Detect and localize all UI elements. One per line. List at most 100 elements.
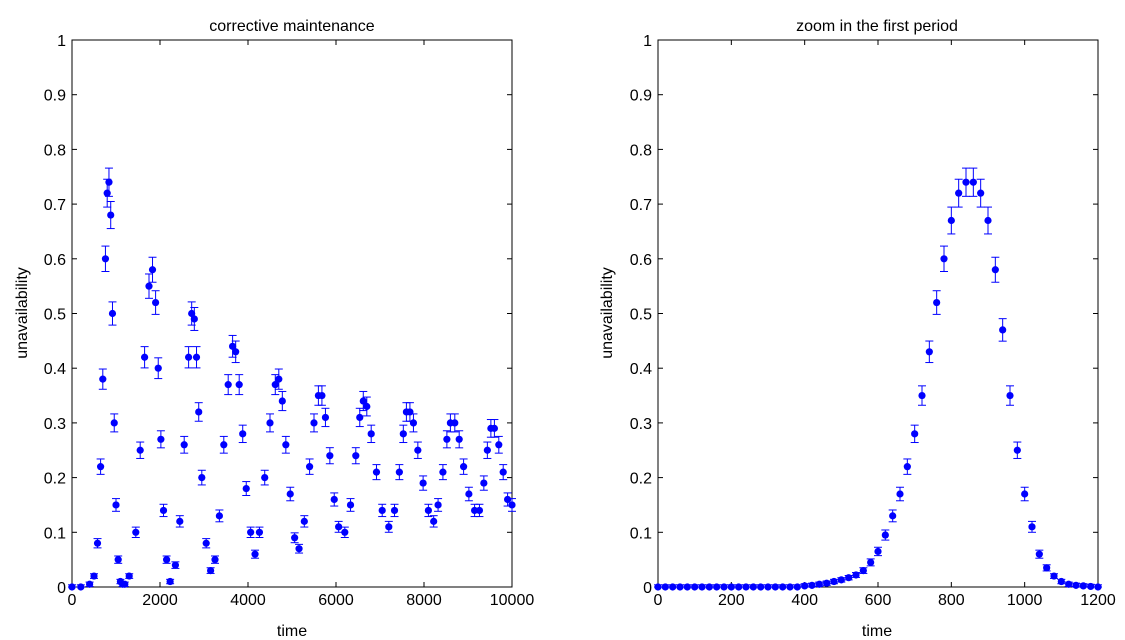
left-plot-xlabel: time: [277, 623, 307, 640]
left-plot-data-point: [359, 397, 367, 405]
left-plot-xtick-label: 6000: [318, 592, 354, 609]
left-plot-ytick-label: 0.4: [44, 361, 66, 378]
right-plot-data-point: [984, 216, 992, 225]
left-plot-data-point: [159, 506, 168, 515]
left-plot-ytick-label: 1: [57, 33, 66, 50]
left-plot-ytick-label: 0.8: [44, 142, 66, 159]
right-plot-ytick-label: 0.7: [630, 197, 652, 214]
left-plot-data-point: [163, 556, 171, 564]
left-plot-data-point: [192, 353, 201, 361]
left-plot-xtick-label: 4000: [230, 592, 266, 609]
left-plot-data-point: [300, 517, 308, 525]
left-plot-data-point: [247, 528, 255, 536]
left-plot-data-point: [372, 468, 381, 476]
left-plot-ylabel: unavailability: [14, 267, 31, 359]
left-plot-ytick-label: 0.7: [44, 197, 66, 214]
right-plot-xtick-label: 0: [654, 592, 663, 609]
left-plot-data-point: [103, 189, 111, 197]
left-plot-ytick-label: 0.9: [44, 88, 66, 105]
right-plot-data-point: [713, 583, 721, 591]
left-plot-data-point: [439, 468, 447, 476]
right-plot-xtick-label: 800: [938, 592, 965, 609]
left-plot-data-point: [215, 512, 223, 520]
left-plot-data-point: [198, 474, 206, 482]
left-plot-data-point: [451, 419, 459, 427]
right-plot-data-point: [867, 558, 875, 566]
right-plot-data-point: [705, 583, 713, 591]
right-plot-data-point: [1021, 490, 1029, 498]
left-plot-data-point: [508, 501, 516, 509]
left-plot-xtick-label: 10000: [490, 592, 535, 609]
right-plot-data-point: [779, 583, 787, 591]
left-plot-data-point: [499, 468, 507, 476]
right-plot-data-point: [911, 430, 919, 438]
left-plot-data-point: [185, 353, 193, 361]
left-plot-data-point: [335, 523, 343, 531]
left-plot-data-point: [154, 364, 162, 372]
left-plot-data-point: [346, 501, 355, 509]
right-plot-data-point: [749, 583, 757, 591]
left-plot-data-point: [455, 435, 463, 443]
right-plot-data-point: [661, 583, 669, 591]
left-plot-data-point: [229, 342, 237, 350]
left-plot-xtick-label: 0: [68, 592, 77, 609]
left-plot-data-point: [90, 572, 98, 580]
right-plot-ytick-label: 0.6: [630, 252, 652, 269]
left-plot-data-point: [266, 419, 274, 427]
left-plot-data-point: [251, 550, 259, 558]
right-plot-ytick-label: 0: [643, 580, 652, 597]
right-plot-data-point: [823, 579, 831, 587]
left-plot-data-point: [207, 566, 215, 575]
right-plot-data-point: [764, 583, 772, 591]
right-plot-data-point: [683, 583, 691, 591]
right-plot-data-point: [793, 583, 801, 591]
left-plot-data-point: [86, 580, 94, 588]
right-plot-data-point: [654, 583, 662, 591]
right-plot-data-point: [1043, 564, 1051, 572]
left-plot-data-point: [107, 211, 115, 219]
right-plot-data-point: [1057, 577, 1065, 586]
left-plot-data-point: [399, 430, 407, 438]
left-plot-data-point: [224, 381, 232, 389]
left-plot-data-point: [291, 534, 299, 542]
left-plot-data-point: [152, 298, 160, 307]
left-plot-data-point: [495, 441, 503, 449]
left-plot-data-point: [321, 413, 330, 422]
right-plot-data-point: [859, 566, 867, 575]
left-plot-data-point: [195, 408, 203, 416]
right-plot-xtick-label: 400: [791, 592, 818, 609]
right-plot-title: zoom in the first period: [796, 18, 958, 35]
right-plot-data-point: [881, 531, 889, 539]
right-plot-data-point: [815, 580, 823, 588]
left-plot-data-point: [242, 484, 250, 493]
left-plot-data-point: [460, 463, 468, 471]
left-plot-data-point: [239, 430, 247, 438]
right-plot-data-point: [669, 583, 677, 591]
left-plot-data-point: [68, 583, 76, 591]
left-plot-data-point: [77, 583, 85, 591]
left-plot-data-point: [211, 556, 219, 564]
right-plot-data-point: [852, 571, 860, 579]
left-plot-data-point: [310, 419, 318, 427]
right-plot-data-point: [925, 348, 933, 356]
right-plot-data-point: [786, 583, 794, 591]
left-plot-data-point: [286, 490, 294, 498]
right-plot-data-point: [1072, 581, 1080, 589]
right-plot-data-point: [933, 298, 941, 307]
left-plot-data-point: [136, 446, 144, 454]
left-plot-ytick-label: 0.3: [44, 416, 66, 433]
left-plot-data-point: [390, 506, 399, 515]
right-plot-data-point: [955, 189, 963, 197]
left-plot-ytick-label: 0.6: [44, 252, 66, 269]
right-plot-data-point: [896, 490, 904, 498]
left-plot-data-point: [419, 479, 427, 487]
left-plot-data-point: [483, 446, 491, 454]
right-plot-data-point: [1035, 550, 1043, 558]
left-plot-data-point: [430, 517, 438, 525]
right-plot-data-point: [1079, 582, 1087, 590]
left-plot-data-point: [232, 348, 240, 356]
left-plot-data-point: [326, 452, 334, 460]
left-plot-data-point: [465, 490, 473, 498]
right-plot-data-point: [977, 189, 985, 197]
right-plot-xtick-label: 600: [865, 592, 892, 609]
